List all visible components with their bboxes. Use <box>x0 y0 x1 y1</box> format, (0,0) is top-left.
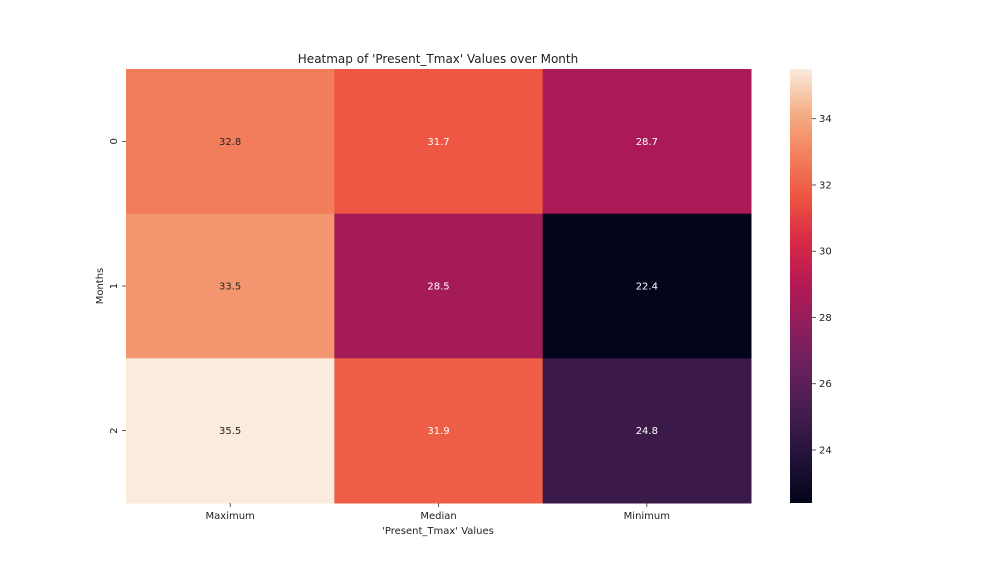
y-tick-label: 1 <box>109 283 120 289</box>
heatmap-cell <box>542 213 752 359</box>
heatmap-cell <box>126 213 335 359</box>
heatmap-cell <box>542 358 752 504</box>
cell-value-label: 24.8 <box>636 426 658 437</box>
y-tick-label: 2 <box>109 427 120 433</box>
colorbar-tick-label: 30 <box>819 247 832 258</box>
cell-value-label: 28.7 <box>636 137 658 148</box>
y-tick-label: 0 <box>109 138 120 144</box>
colorbar-tick-label: 34 <box>819 114 832 125</box>
heatmap-cell <box>334 358 544 504</box>
heatmap-cell <box>334 213 544 359</box>
heatmap-cell <box>542 69 752 215</box>
cell-value-label: 35.5 <box>219 426 241 437</box>
colorbar <box>790 69 812 503</box>
colorbar-tick-label: 24 <box>819 445 832 456</box>
cell-value-label: 22.4 <box>636 282 658 293</box>
heatmap-cell <box>126 69 335 215</box>
cell-value-label: 31.9 <box>427 426 449 437</box>
colorbar-tick-label: 32 <box>819 180 832 191</box>
chart-title: Heatmap of 'Present_Tmax' Values over Mo… <box>298 52 578 66</box>
heatmap-cell <box>126 358 335 504</box>
y-axis-label: Months <box>95 268 106 305</box>
x-tick-label: Maximum <box>206 511 255 522</box>
heatmap-cells: 32.8 31.7 28.7 33.5 28.5 22.4 35.5 31.9 24.8 <box>126 69 752 504</box>
cell-value-label: 32.8 <box>219 137 241 148</box>
x-tick-label: Median <box>420 511 456 522</box>
y-axis-ticks: 0 1 2 <box>109 138 126 434</box>
colorbar-tick-label: 26 <box>819 379 832 390</box>
cell-value-label: 28.5 <box>427 282 449 293</box>
colorbar-ticks: 24 26 28 30 32 34 <box>812 114 832 456</box>
colorbar-tick-label: 28 <box>819 313 832 324</box>
x-tick-label: Minimum <box>624 511 670 522</box>
heatmap-cell <box>334 69 544 215</box>
x-axis-ticks: Maximum Median Minimum <box>206 503 670 522</box>
x-axis-label: 'Present_Tmax' Values <box>382 526 494 537</box>
cell-value-label: 31.7 <box>427 137 449 148</box>
cell-value-label: 33.5 <box>219 282 241 293</box>
